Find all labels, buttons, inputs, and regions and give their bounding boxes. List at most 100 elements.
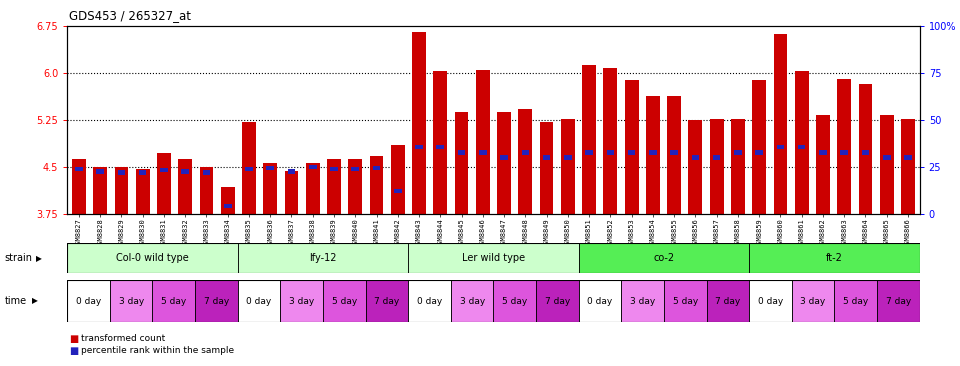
Bar [540,122,554,214]
Bar [288,169,296,173]
Bar [327,159,341,214]
Bar [195,280,238,322]
Bar [323,280,366,322]
Bar [753,80,766,214]
Text: ▶: ▶ [36,254,42,262]
Bar [579,280,621,322]
Bar [862,150,869,155]
Bar [883,155,891,160]
Bar [242,122,256,214]
Bar [284,171,299,214]
Bar [691,155,699,160]
Bar [664,280,707,322]
Bar [734,150,742,155]
Bar [221,187,234,214]
Bar [306,163,320,214]
Text: Col-0 wild type: Col-0 wild type [116,253,189,263]
Text: 0 day: 0 day [247,296,272,306]
Text: 5 day: 5 day [161,296,186,306]
Bar [394,188,401,193]
Bar [75,167,83,171]
Bar [160,168,168,172]
Bar [564,155,571,160]
Bar [67,280,109,322]
Bar [139,171,147,175]
Bar [370,156,383,214]
Text: 7 day: 7 day [544,296,570,306]
Bar [749,280,792,322]
Bar [536,280,579,322]
Bar [267,166,274,171]
Bar [756,150,763,155]
Bar [109,280,153,322]
Bar [500,155,508,160]
Bar [774,34,787,214]
Bar [858,84,873,214]
Bar [709,119,724,214]
Text: ■: ■ [69,333,79,344]
Bar [67,243,238,273]
Bar [497,112,511,214]
Bar [157,153,171,214]
Bar [181,169,189,173]
Bar [795,71,808,214]
Bar [476,70,490,214]
Bar [625,80,638,214]
Bar [458,150,466,155]
Bar [455,112,468,214]
Bar [451,280,493,322]
Bar [561,119,575,214]
Text: lfy-12: lfy-12 [309,253,337,263]
Text: 5 day: 5 day [673,296,698,306]
Text: 7 day: 7 day [374,296,399,306]
Bar [238,243,408,273]
Bar [408,243,579,273]
Text: ▶: ▶ [32,296,37,305]
Text: co-2: co-2 [654,253,675,263]
Bar [114,167,129,214]
Text: 7 day: 7 day [715,296,740,306]
Bar [93,167,108,214]
Bar [521,150,529,155]
Text: 3 day: 3 day [118,296,144,306]
Bar [819,150,827,155]
Bar [309,165,317,169]
Text: transformed count: transformed count [81,334,165,343]
Text: percentile rank within the sample: percentile rank within the sample [81,346,234,355]
Text: ■: ■ [69,346,79,356]
Text: 3 day: 3 day [630,296,656,306]
Bar [391,145,405,214]
Text: 3 day: 3 day [801,296,826,306]
Bar [749,243,920,273]
Bar [245,167,252,171]
Bar [777,145,784,149]
Bar [179,160,192,214]
Bar [280,280,323,322]
Text: time: time [5,296,27,306]
Bar [649,150,657,155]
Bar [879,115,894,214]
Bar [408,280,451,322]
Text: 5 day: 5 day [502,296,527,306]
Bar [607,150,614,155]
Bar [586,150,593,155]
Bar [542,155,550,160]
Bar [238,280,280,322]
Bar [670,150,678,155]
Text: 0 day: 0 day [417,296,443,306]
Bar [135,169,150,214]
Bar [840,150,848,155]
Bar [816,115,829,214]
Bar [518,109,532,214]
Bar [604,68,617,214]
Bar [203,171,210,175]
Bar [330,167,338,171]
Bar [412,32,426,214]
Bar [416,145,422,149]
Bar [837,79,852,214]
Bar [263,163,277,214]
Bar [72,160,85,214]
Bar [877,280,920,322]
Bar [904,155,912,160]
Bar [366,280,408,322]
